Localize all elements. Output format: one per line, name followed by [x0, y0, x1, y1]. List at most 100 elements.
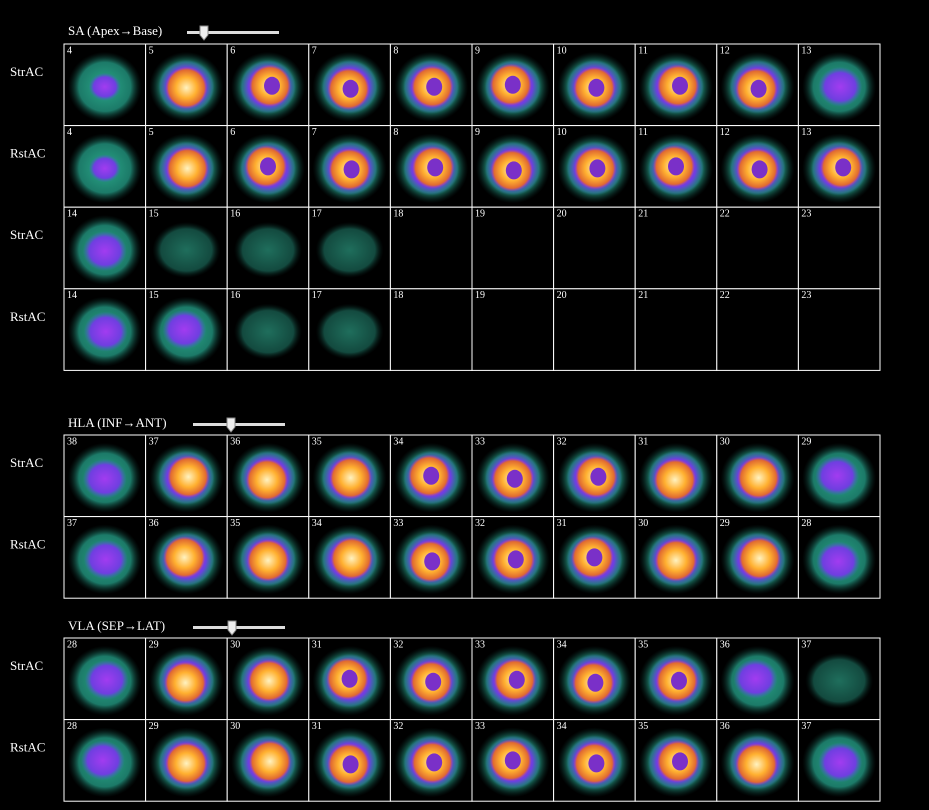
slice-number: 29: [149, 721, 159, 732]
row-label: RstAC: [10, 146, 45, 161]
slice-cell: 14: [63, 206, 147, 290]
uptake-hot: [163, 536, 206, 579]
cavity: [427, 158, 444, 177]
slice-number: 38: [67, 436, 77, 447]
section-title: SA (Apex→Base): [68, 23, 162, 38]
slice-cell: 14: [63, 288, 147, 371]
uptake-hot: [248, 659, 290, 702]
slice-number: 12: [720, 45, 730, 56]
slice-cell: 31: [634, 434, 718, 518]
slice-cell: 12: [716, 125, 799, 208]
slice-number: 35: [230, 518, 240, 529]
uptake-core: [818, 742, 863, 783]
slice-number: 36: [720, 721, 730, 732]
slice-number: 33: [393, 518, 403, 529]
slice-cell: 5: [145, 125, 228, 208]
slice-cell: 37: [797, 719, 881, 802]
slice-cell: 13: [797, 43, 881, 127]
slice-number: 4: [67, 127, 72, 138]
cavity: [423, 466, 440, 485]
slider-thumb[interactable]: [199, 25, 209, 41]
cavity: [751, 160, 768, 179]
slice-cell: 4: [63, 125, 147, 208]
slice-number: 34: [312, 518, 322, 529]
row-label: RstAC: [10, 740, 45, 755]
uptake-core: [83, 539, 128, 580]
slice-cell: 18: [389, 288, 473, 371]
slice-number: 13: [801, 127, 811, 138]
cavity: [504, 751, 521, 770]
slice-number: 7: [312, 45, 317, 56]
cavity: [260, 157, 276, 176]
slice-cell: 34: [389, 434, 473, 518]
panel-section: HLA (INF→ANT) StrAC 38 37 36 35 34 33 32 31 30 29 Rs…: [10, 415, 881, 599]
slice-cell: 30: [226, 719, 310, 802]
uptake-faint: [315, 303, 384, 360]
slice-cell: 31: [553, 516, 636, 599]
slice-number: 36: [149, 518, 159, 529]
slice-number: 36: [230, 436, 240, 447]
uptake-core: [815, 455, 860, 496]
slice-number: 28: [801, 518, 811, 529]
uptake-hot: [166, 147, 209, 190]
slice-cell: 32: [471, 516, 555, 599]
slice-number: 33: [475, 436, 485, 447]
cavity: [508, 670, 525, 689]
row-label: StrAC: [10, 64, 43, 79]
slice-cell: 5: [145, 43, 228, 127]
slice-number: 16: [230, 290, 240, 301]
slice-cell: 16: [226, 288, 310, 371]
slice-number: 6: [230, 45, 235, 56]
slice-number: 11: [638, 45, 648, 56]
slice-number: 21: [638, 290, 648, 301]
slice-cell: 32: [389, 637, 473, 721]
uptake-core: [818, 66, 863, 107]
slice-cell: 34: [553, 719, 636, 802]
cavity: [264, 76, 280, 95]
panel-section: SA (Apex→Base) StrAC 4 5 6 7 8 9 10 11 12 13 RstAC 4 5…: [10, 23, 881, 371]
slider-thumb[interactable]: [226, 417, 236, 433]
uptake-faint: [805, 652, 874, 709]
uptake-core: [80, 740, 125, 781]
slice-number: 32: [475, 518, 485, 529]
slice-cell: 32: [553, 434, 636, 518]
slider-track[interactable]: [193, 423, 285, 426]
slice-cell: 15: [145, 206, 228, 290]
cavity: [588, 78, 605, 97]
cavity: [425, 672, 442, 691]
slice-number: 16: [230, 209, 240, 220]
cavity: [590, 467, 607, 486]
slice-number: 19: [475, 290, 485, 301]
slider-track[interactable]: [193, 626, 285, 629]
slice-number: 34: [557, 639, 567, 650]
slice-cell: 13: [797, 125, 881, 208]
slice-cell: 16: [226, 206, 310, 290]
slice-cell: 19: [471, 288, 555, 371]
slider-thumb[interactable]: [227, 620, 237, 636]
slice-number: 9: [475, 127, 480, 138]
slice-number: 30: [638, 518, 648, 529]
slice-cell: 32: [389, 719, 473, 802]
slice-cell: 29: [716, 516, 799, 599]
slice-number: 29: [801, 436, 811, 447]
slider-track[interactable]: [187, 31, 279, 34]
uptake-hot: [329, 456, 372, 499]
slice-number: 28: [67, 639, 77, 650]
slice-number: 32: [393, 721, 403, 732]
slice-cell: 31: [308, 637, 391, 721]
slice-cell: 11: [634, 125, 718, 208]
slice-number: 8: [393, 45, 398, 56]
slice-number: 37: [801, 721, 811, 732]
slice-number: 4: [67, 45, 72, 56]
slice-number: 36: [720, 639, 730, 650]
cavity: [507, 550, 524, 569]
slice-cell: 28: [797, 516, 881, 599]
slice-cell: 7: [308, 125, 391, 208]
slice-cell: 9: [471, 43, 555, 127]
uptake-hot: [735, 743, 778, 786]
slice-cell: 33: [471, 637, 555, 721]
slice-number: 31: [557, 518, 567, 529]
section-title: VLA (SEP→LAT): [68, 618, 165, 633]
cell-frame: [389, 206, 473, 290]
